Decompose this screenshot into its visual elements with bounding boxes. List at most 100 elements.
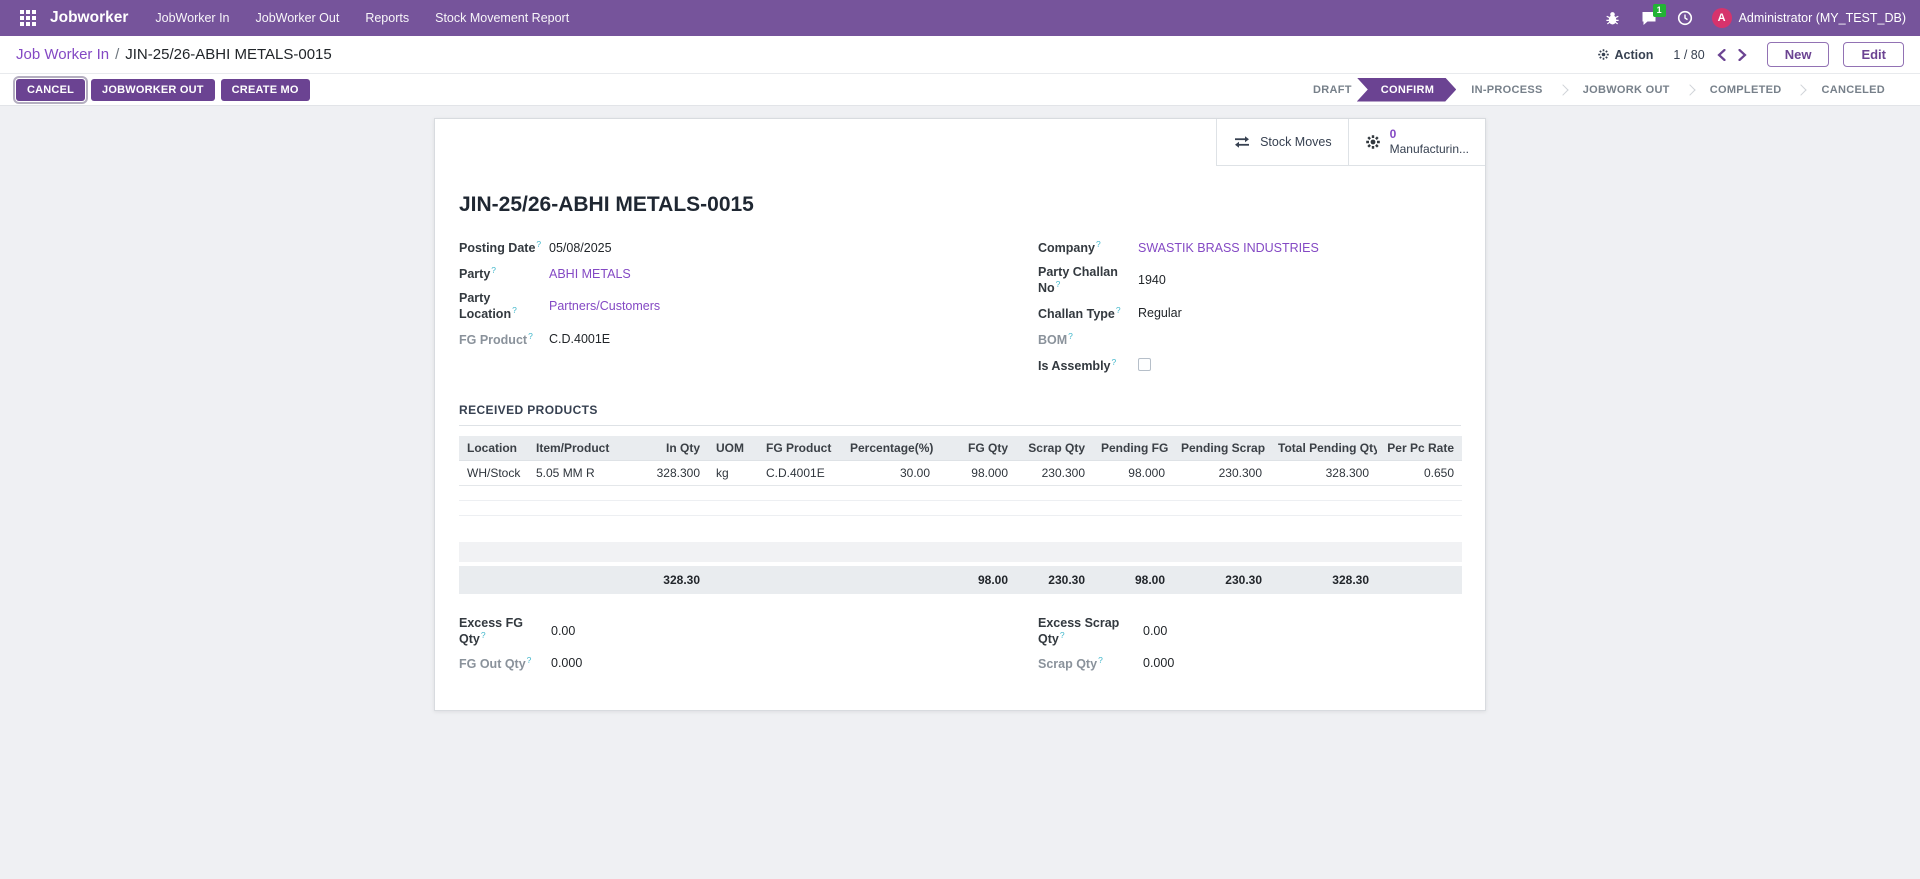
form-sheet: Stock Moves 0 Manufacturin... JIN-2 [434, 118, 1486, 711]
help-marker: ? [528, 330, 533, 341]
status-in-process[interactable]: IN-PROCESS [1471, 83, 1543, 96]
apps-grid-icon[interactable] [14, 4, 42, 32]
debug-bug-icon[interactable] [1604, 9, 1622, 27]
manufacturing-label: Manufacturin... [1389, 142, 1469, 156]
party-location-link[interactable]: Partners/Customers [549, 299, 661, 314]
help-marker: ? [1111, 356, 1117, 367]
breadcrumb-parent-link[interactable]: Job Worker In [16, 46, 110, 63]
total-in-qty: 328.30 [628, 565, 708, 594]
messages-count-badge: 1 [1652, 4, 1666, 17]
fg-out-qty-value: 0.000 [551, 656, 583, 671]
status-canceled[interactable]: CANCELED [1821, 83, 1885, 96]
help-marker: ? [491, 265, 497, 276]
action-menu-button[interactable]: Action [1597, 47, 1654, 62]
user-name: Administrator (MY_TEST_DB) [1738, 11, 1906, 25]
help-marker: ? [1098, 655, 1103, 666]
party-link[interactable]: ABHI METALS [549, 266, 631, 281]
scrap-qty-value: 0.000 [1143, 656, 1175, 671]
activities-clock-icon[interactable] [1676, 9, 1694, 27]
field-fg-out-qty: FG Out Qty? 0.000 [459, 655, 583, 672]
transfer-arrows-icon [1233, 135, 1251, 149]
col-pending-fg[interactable]: Pending FG [1093, 436, 1173, 462]
app-brand[interactable]: Jobworker [50, 9, 129, 26]
breadcrumb-separator: / [115, 46, 120, 63]
field-company: Company? SWASTIK BRASS INDUSTRIES [1038, 239, 1319, 256]
total-pending-scrap: 230.30 [1173, 565, 1270, 594]
messages-chat-icon[interactable]: 1 [1640, 4, 1666, 27]
empty-row [459, 541, 1462, 562]
avatar: A [1711, 8, 1732, 28]
col-pending-scrap[interactable]: Pending Scrap [1173, 436, 1270, 462]
total-scrap-qty: 230.30 [1016, 565, 1093, 594]
col-total-pending-qty[interactable]: Total Pending Qty [1270, 436, 1377, 462]
col-per-pc-rate[interactable]: Per Pc Rate [1377, 436, 1462, 462]
help-marker: ? [1059, 629, 1065, 640]
col-fg-qty[interactable]: FG Qty [938, 436, 1016, 462]
status-jobwork-out[interactable]: JOBWORK OUT [1582, 83, 1670, 96]
field-bom: BOM? [1038, 330, 1073, 347]
field-posting-date: Posting Date? 05/08/2025 [459, 239, 612, 256]
jobworker-out-button[interactable]: JOBWORKER OUT [91, 78, 215, 101]
stat-button-box: Stock Moves 0 Manufacturin... [1216, 119, 1485, 166]
stock-moves-stat-button[interactable]: Stock Moves [1217, 119, 1348, 165]
status-separator-icon [1557, 83, 1569, 96]
empty-row [459, 500, 1462, 517]
menu-jobworker-in[interactable]: JobWorker In [155, 11, 230, 25]
field-scrap-qty: Scrap Qty? 0.000 [1038, 655, 1175, 672]
tab-received-products[interactable]: RECEIVED PRODUCTS [459, 403, 1461, 427]
pager-value[interactable]: 1 / 80 [1673, 47, 1705, 62]
challan-type-value: Regular [1138, 305, 1182, 320]
help-marker: ? [526, 655, 532, 666]
menu-jobworker-out[interactable]: JobWorker Out [255, 11, 340, 25]
total-pending-qty: 328.30 [1270, 565, 1377, 594]
col-location[interactable]: Location [459, 436, 528, 462]
col-item-product[interactable]: Item/Product [528, 436, 628, 462]
action-label: Action [1614, 47, 1654, 62]
field-party-challan-no: Party Challan No? 1940 [1038, 265, 1166, 296]
field-excess-fg-qty: Excess FG Qty? 0.00 [459, 615, 576, 646]
is-assembly-checkbox[interactable] [1138, 358, 1151, 372]
table-row[interactable]: WH/Stock 5.05 MM R 328.300 kg C.D.4001E … [459, 460, 1462, 487]
field-fg-product: FG Product? C.D.4001E [459, 330, 611, 347]
col-scrap-qty[interactable]: Scrap Qty [1016, 436, 1093, 462]
menu-reports[interactable]: Reports [365, 11, 410, 25]
status-draft[interactable]: DRAFT [1313, 83, 1352, 96]
field-party-location: Party Location? Partners/Customers [459, 291, 661, 322]
total-fg-qty: 98.00 [938, 565, 1016, 594]
col-percentage[interactable]: Percentage(%) [842, 436, 938, 462]
new-button[interactable]: New [1766, 42, 1830, 67]
field-group: Posting Date? 05/08/2025 Party? ABHI MET… [459, 239, 1461, 373]
col-uom[interactable]: UOM [708, 436, 758, 462]
help-marker: ? [1095, 239, 1101, 250]
status-separator-icon [1684, 83, 1696, 96]
top-navbar: Jobworker JobWorker In JobWorker Out Rep… [0, 0, 1920, 36]
field-excess-scrap-qty: Excess Scrap Qty? 0.00 [1038, 615, 1168, 646]
company-link[interactable]: SWASTIK BRASS INDUSTRIES [1138, 240, 1319, 255]
status-completed[interactable]: COMPLETED [1709, 83, 1782, 96]
col-in-qty[interactable]: In Qty [628, 436, 708, 462]
pager: 1 / 80 [1673, 47, 1747, 62]
field-party: Party? ABHI METALS [459, 265, 631, 282]
pager-previous-icon[interactable] [1717, 48, 1726, 61]
table-header-row: Location Item/Product In Qty UOM FG Prod… [459, 436, 1462, 462]
total-pending-fg: 98.00 [1093, 565, 1173, 594]
help-marker: ? [512, 305, 517, 315]
edit-button[interactable]: Edit [1843, 42, 1904, 67]
col-fg-product[interactable]: FG Product [758, 436, 842, 462]
cancel-button[interactable]: CANCEL [16, 78, 86, 101]
pager-next-icon[interactable] [1738, 48, 1747, 61]
status-pipeline: DRAFT CONFIRM IN-PROCESS JOBWORK OUT COM… [1298, 77, 1900, 103]
breadcrumb: Job Worker In / JIN-25/26-ABHI METALS-00… [16, 46, 1597, 63]
menu-stock-movement-report[interactable]: Stock Movement Report [435, 11, 570, 25]
manufacturing-stat-button[interactable]: 0 Manufacturin... [1347, 119, 1485, 165]
party-challan-no-value: 1940 [1138, 273, 1166, 288]
status-confirm[interactable]: CONFIRM [1357, 78, 1456, 102]
empty-row [459, 485, 1462, 502]
excess-fg-qty-value: 0.00 [551, 623, 576, 638]
footer-field-group: Excess FG Qty? 0.00 FG Out Qty? 0.000 Ex… [459, 616, 1461, 672]
manufacturing-count: 0 [1389, 127, 1397, 141]
user-menu[interactable]: A Administrator (MY_TEST_DB) [1711, 8, 1906, 28]
excess-scrap-qty-value: 0.00 [1143, 623, 1168, 638]
content-area: Stock Moves 0 Manufacturin... JIN-2 [0, 106, 1920, 711]
create-mo-button[interactable]: CREATE MO [220, 78, 310, 101]
